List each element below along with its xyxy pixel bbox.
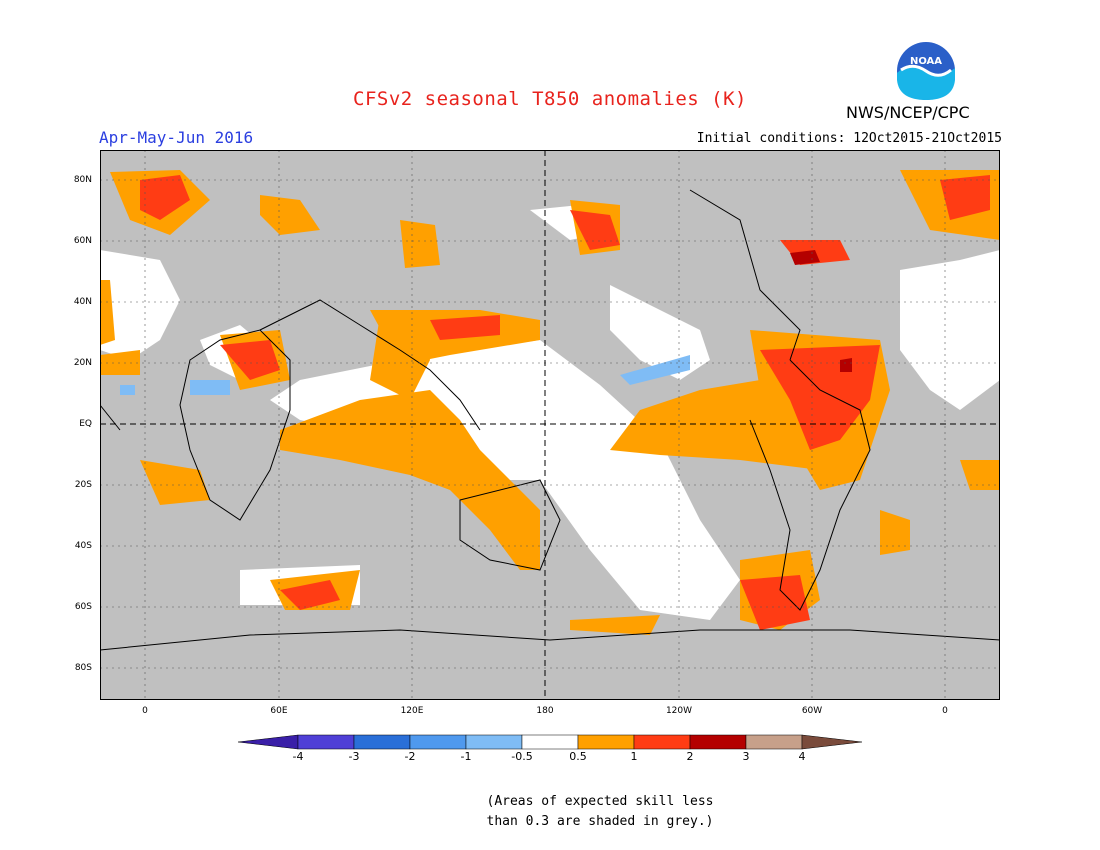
initial-conditions: Initial conditions: 12Oct2015-21Oct2015 [696,131,1002,146]
lat-label-40n: 40N [73,297,92,307]
lon-label-60e: 60E [270,706,288,716]
legend-label: 0.5 [569,750,587,763]
legend-label: 1 [630,750,638,763]
lon-label-0-left: 0 [142,706,148,716]
lat-label-60s: 60S [74,602,92,612]
lat-label-20n: 20N [73,358,92,368]
legend-label: -2 [404,750,416,763]
anomaly-2-3 [790,250,852,372]
agency-label: NWS/NCEP/CPC [846,103,970,122]
legend-swatch-neg3-neg2 [353,734,411,750]
color-legend: -4 -3 -2 -1 -0.5 0.5 1 2 3 4 [237,733,863,763]
legend-swatch-neg2-neg1 [409,734,467,750]
legend-label: -3 [348,750,360,763]
legend-swatch-neg4-neg3 [297,734,355,750]
lon-label-60w: 60W [801,706,823,716]
anomaly-neg-0.5 [120,355,690,395]
skill-note-line-2: than 0.3 are shaded in grey.) [486,814,714,829]
legend-swatch-2-3 [689,734,747,750]
lat-label-40s: 40S [74,541,92,551]
lon-label-0-right: 0 [942,706,948,716]
lat-label-80n: 80N [73,175,92,185]
legend-swatch-neutral [521,734,579,750]
graticule [100,150,1000,700]
skill-note: (Areas of expected skill less than 0.3 a… [420,792,780,832]
lon-label-180: 180 [536,706,554,716]
color-legend-bar [237,734,863,750]
legend-swatch-below-neg4 [237,734,299,750]
chart-title: CFSv2 seasonal T850 anomalies (K) [353,88,747,110]
legend-label: 2 [686,750,694,763]
lon-label-120e: 120E [400,706,424,716]
legend-swatch-1-2 [633,734,691,750]
legend-label: -0.5 [511,750,533,763]
lat-label-20s: 20S [74,480,92,490]
noaa-logo: NOAA [897,42,955,100]
legend-swatch-neg1-neg0.5 [465,734,523,750]
legend-swatch-0.5-1 [577,734,635,750]
legend-label: 4 [798,750,806,763]
coastlines [99,189,1001,651]
legend-swatch-3-4 [745,734,803,750]
lon-label-120w: 120W [665,706,693,716]
lat-label-60n: 60N [73,236,92,246]
lat-label-eq: EQ [79,419,92,429]
forecast-period: Apr-May-Jun 2016 [99,128,254,147]
anomaly-map: 80N 60N 40N 20N EQ 20S 40S 60S 80S 0 60E… [74,149,1001,716]
legend-label: -4 [292,750,304,763]
map-canvas [99,149,1001,701]
legend-label: 3 [742,750,750,763]
skill-note-line-1: (Areas of expected skill less [486,794,714,809]
noaa-logo-text: NOAA [910,56,942,67]
reference-lines [100,150,1000,700]
legend-swatch-above-4 [801,734,863,750]
legend-label: -1 [460,750,472,763]
lat-label-80s: 80S [74,663,92,673]
